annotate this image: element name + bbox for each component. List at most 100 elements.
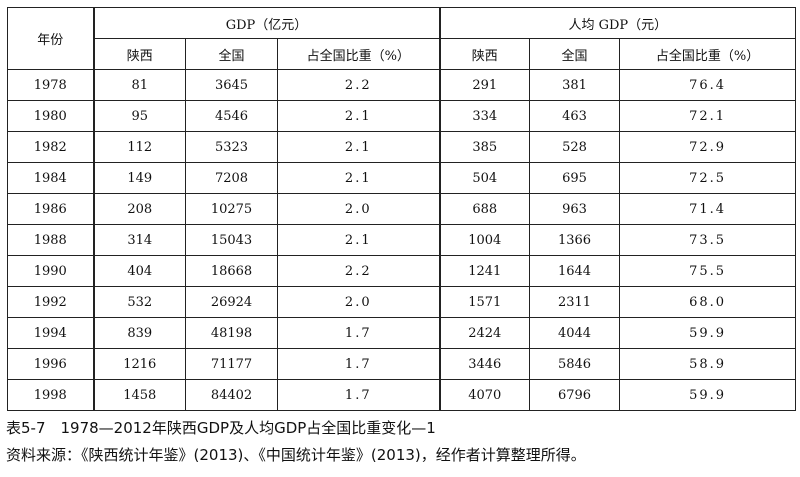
national-gdp-cell: 48198 bbox=[185, 317, 278, 349]
national-per-capita-cell: 381 bbox=[529, 69, 621, 101]
header-row-subcolumns: 陕西 全国 占全国比重（%） 陕西 全国 占全国比重（%） bbox=[8, 38, 797, 70]
table-row: 1986 208 10275 2.0 688 963 71.4 bbox=[7, 193, 797, 225]
national-per-capita-cell: 1644 bbox=[529, 255, 621, 287]
gdp-share-cell: 2.0 bbox=[276, 286, 441, 318]
national-per-capita-cell: 6796 bbox=[529, 379, 621, 411]
per-capita-share-cell: 72.9 bbox=[619, 131, 797, 163]
national-gdp-cell: 18668 bbox=[185, 255, 278, 287]
national-per-capita-cell: 963 bbox=[529, 193, 621, 225]
shaanxi-per-capita-cell: 688 bbox=[439, 193, 531, 225]
shaanxi-gdp-cell: 149 bbox=[93, 162, 186, 194]
shaanxi-gdp-cell: 208 bbox=[93, 193, 186, 225]
gdp-share-cell: 2.2 bbox=[276, 255, 441, 287]
national-per-capita-cell: 1366 bbox=[529, 224, 621, 256]
national-gdp-cell: 26924 bbox=[185, 286, 278, 318]
shaanxi-per-capita-cell: 385 bbox=[439, 131, 531, 163]
table-row: 1980 95 4546 2.1 334 463 72.1 bbox=[7, 100, 797, 132]
sub-header-per-capita-share: 占全国比重（%） bbox=[619, 38, 797, 70]
shaanxi-per-capita-cell: 504 bbox=[439, 162, 531, 194]
national-gdp-cell: 84402 bbox=[185, 379, 278, 411]
per-capita-gdp-group-header: 人均 GDP（元） bbox=[439, 7, 797, 39]
national-gdp-cell: 7208 bbox=[185, 162, 278, 194]
data-source-note: 资料来源：《陕西统计年鉴》(2013)、《中国统计年鉴》(2013)，经作者计算… bbox=[6, 446, 586, 464]
table-row: 1994 839 48198 1.7 2424 4044 59.9 bbox=[7, 317, 797, 349]
table-row: 1988 314 15043 2.1 1004 1366 73.5 bbox=[7, 224, 797, 256]
shaanxi-gdp-cell: 532 bbox=[93, 286, 186, 318]
shaanxi-per-capita-cell: 4070 bbox=[439, 379, 531, 411]
table-row: 1996 1216 71177 1.7 3446 5846 58.9 bbox=[7, 348, 797, 380]
national-per-capita-cell: 2311 bbox=[529, 286, 621, 318]
shaanxi-gdp-cell: 95 bbox=[93, 100, 186, 132]
gdp-table: 年份 GDP（亿元） 人均 GDP（元） 陕西 全国 占全国比重（%） 陕西 全… bbox=[7, 7, 797, 411]
national-per-capita-cell: 695 bbox=[529, 162, 621, 194]
shaanxi-per-capita-cell: 3446 bbox=[439, 348, 531, 380]
table-caption: 表5-7 1978—2012年陕西GDP及人均GDP占全国比重变化—1 bbox=[6, 419, 436, 437]
year-cell: 1984 bbox=[7, 162, 95, 194]
shaanxi-per-capita-cell: 2424 bbox=[439, 317, 531, 349]
sub-header-shaanxi-per-capita: 陕西 bbox=[439, 38, 531, 70]
table-row: 1978 81 3645 2.2 291 381 76.4 bbox=[7, 69, 797, 101]
shaanxi-per-capita-cell: 1241 bbox=[439, 255, 531, 287]
year-cell: 1998 bbox=[7, 379, 95, 411]
national-per-capita-cell: 4044 bbox=[529, 317, 621, 349]
gdp-share-cell: 1.7 bbox=[276, 348, 441, 380]
per-capita-share-cell: 71.4 bbox=[619, 193, 797, 225]
year-cell: 1986 bbox=[7, 193, 95, 225]
shaanxi-gdp-cell: 839 bbox=[93, 317, 186, 349]
national-gdp-cell: 71177 bbox=[185, 348, 278, 380]
shaanxi-per-capita-cell: 291 bbox=[439, 69, 531, 101]
national-per-capita-cell: 528 bbox=[529, 131, 621, 163]
national-per-capita-cell: 5846 bbox=[529, 348, 621, 380]
sub-header-national-gdp: 全国 bbox=[185, 38, 278, 70]
table-row: 1982 112 5323 2.1 385 528 72.9 bbox=[7, 131, 797, 163]
shaanxi-gdp-cell: 81 bbox=[93, 69, 186, 101]
national-gdp-cell: 10275 bbox=[185, 193, 278, 225]
year-column-header: 年份 bbox=[7, 7, 95, 70]
per-capita-share-cell: 68.0 bbox=[619, 286, 797, 318]
gdp-share-cell: 2.2 bbox=[276, 69, 441, 101]
per-capita-share-cell: 72.5 bbox=[619, 162, 797, 194]
header-row-groups: 年份 GDP（亿元） 人均 GDP（元） bbox=[7, 7, 797, 70]
shaanxi-per-capita-cell: 334 bbox=[439, 100, 531, 132]
gdp-share-cell: 2.1 bbox=[276, 100, 441, 132]
national-gdp-cell: 5323 bbox=[185, 131, 278, 163]
national-per-capita-cell: 463 bbox=[529, 100, 621, 132]
year-cell: 1992 bbox=[7, 286, 95, 318]
per-capita-share-cell: 72.1 bbox=[619, 100, 797, 132]
table-row: 1984 149 7208 2.1 504 695 72.5 bbox=[7, 162, 797, 194]
per-capita-share-cell: 76.4 bbox=[619, 69, 797, 101]
sub-header-shaanxi-gdp: 陕西 bbox=[93, 38, 186, 70]
year-cell: 1978 bbox=[7, 69, 95, 101]
national-gdp-cell: 4546 bbox=[185, 100, 278, 132]
year-cell: 1990 bbox=[7, 255, 95, 287]
gdp-share-cell: 2.1 bbox=[276, 131, 441, 163]
shaanxi-per-capita-cell: 1004 bbox=[439, 224, 531, 256]
year-cell: 1980 bbox=[7, 100, 95, 132]
gdp-group-header: GDP（亿元） bbox=[92, 7, 441, 39]
shaanxi-gdp-cell: 1216 bbox=[93, 348, 186, 380]
table-row: 1992 532 26924 2.0 1571 2311 68.0 bbox=[7, 286, 797, 318]
shaanxi-per-capita-cell: 1571 bbox=[439, 286, 531, 318]
sub-header-national-per-capita: 全国 bbox=[529, 38, 621, 70]
per-capita-share-cell: 59.9 bbox=[619, 379, 797, 411]
year-cell: 1988 bbox=[7, 224, 95, 256]
shaanxi-gdp-cell: 314 bbox=[93, 224, 186, 256]
year-cell: 1996 bbox=[7, 348, 95, 380]
sub-header-gdp-share: 占全国比重（%） bbox=[276, 38, 441, 70]
table-row: 1998 1458 84402 1.7 4070 6796 59.9 bbox=[7, 379, 797, 411]
gdp-share-cell: 2.0 bbox=[276, 193, 441, 225]
gdp-share-cell: 1.7 bbox=[276, 379, 441, 411]
gdp-share-cell: 2.1 bbox=[276, 224, 441, 256]
per-capita-share-cell: 73.5 bbox=[619, 224, 797, 256]
shaanxi-gdp-cell: 112 bbox=[93, 131, 186, 163]
per-capita-share-cell: 59.9 bbox=[619, 317, 797, 349]
shaanxi-gdp-cell: 404 bbox=[93, 255, 186, 287]
shaanxi-gdp-cell: 1458 bbox=[93, 379, 186, 411]
table-row: 1990 404 18668 2.2 1241 1644 75.5 bbox=[7, 255, 797, 287]
national-gdp-cell: 3645 bbox=[185, 69, 278, 101]
year-cell: 1982 bbox=[7, 131, 95, 163]
per-capita-share-cell: 75.5 bbox=[619, 255, 797, 287]
gdp-share-cell: 2.1 bbox=[276, 162, 441, 194]
year-cell: 1994 bbox=[7, 317, 95, 349]
